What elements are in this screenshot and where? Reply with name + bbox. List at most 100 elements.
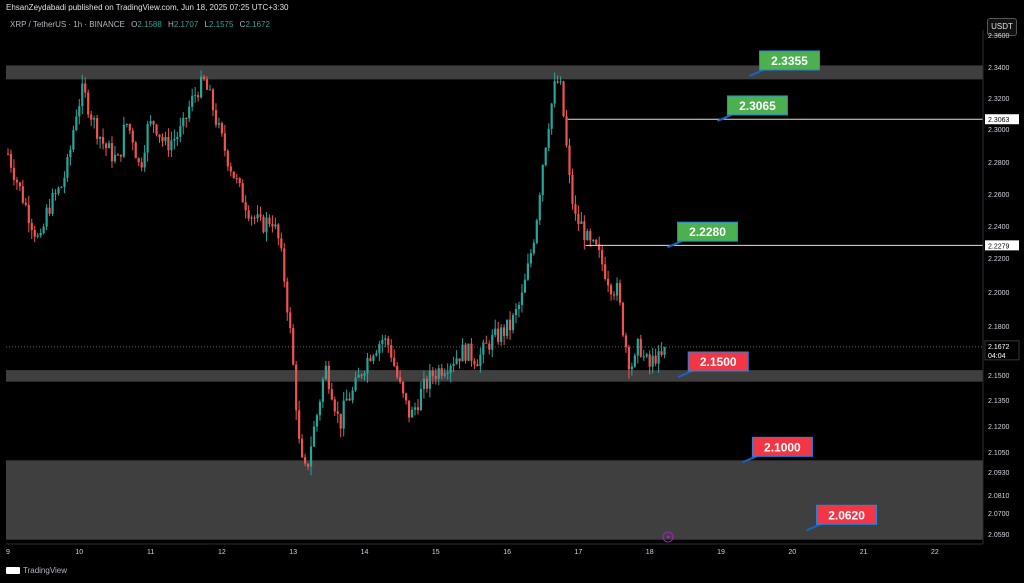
candle-body — [283, 248, 286, 282]
candle-body — [416, 407, 420, 411]
candle-body — [473, 360, 476, 365]
candle-body — [42, 226, 45, 233]
candle-body — [598, 244, 601, 251]
candle-body — [101, 137, 105, 144]
time-tick-label: 20 — [788, 549, 796, 556]
price-tick-label: 2.1350 — [988, 398, 1010, 405]
time-tick-label: 18 — [646, 549, 654, 556]
candle-body — [651, 355, 654, 367]
candle-body — [18, 182, 21, 187]
candle-body — [295, 364, 298, 411]
candle-body — [413, 407, 417, 410]
currency-button[interactable]: USDT — [987, 18, 1017, 36]
price-label-text: 2.0620 — [828, 508, 865, 522]
symbol-legend: XRP / TetherUS · 1h · BINANCE O2.1588 H2… — [10, 20, 270, 29]
candle-body — [526, 263, 529, 280]
candle-body — [615, 283, 619, 296]
price-tick-label: 2.1800 — [988, 324, 1010, 331]
candle-body — [333, 399, 336, 412]
price-label-layer: 2.3355 2.3065 2.2280 2.1500 2.1000 2.0620 — [667, 50, 878, 532]
price-label-box[interactable] — [751, 436, 813, 457]
candle-body — [232, 171, 235, 179]
price-label-box[interactable] — [759, 50, 821, 71]
candle-body — [182, 117, 185, 127]
low-label: L — [204, 20, 209, 29]
candle-body — [428, 370, 431, 389]
candle-body — [627, 347, 631, 370]
lightning-event-icon[interactable] — [662, 531, 674, 543]
close-label: C — [239, 20, 246, 29]
candle-body — [491, 334, 494, 350]
candle-body — [639, 338, 642, 357]
label-pointer — [667, 240, 682, 249]
candle-body — [200, 76, 203, 98]
tradingview-logo-text: TradingView — [23, 566, 68, 575]
candle-body — [235, 178, 238, 180]
candle-body — [506, 319, 509, 336]
price-label-text: 2.3355 — [771, 54, 808, 68]
time-tick-label: 13 — [289, 549, 297, 556]
candle-body — [87, 92, 90, 115]
candle-body — [556, 81, 559, 83]
price-label-box[interactable] — [677, 221, 739, 242]
current-price-tag — [984, 340, 1020, 361]
candle-body — [69, 149, 72, 158]
candle-body — [57, 187, 60, 194]
price-label-text: 2.2280 — [689, 225, 726, 239]
price-label-box[interactable] — [687, 351, 749, 372]
candle-body — [583, 221, 586, 241]
candle-body — [277, 224, 280, 239]
candle-body — [63, 177, 66, 187]
open-value: 2.1588 — [137, 20, 162, 29]
candle-body — [176, 136, 179, 139]
candle-body — [464, 344, 467, 361]
candle-body — [256, 214, 259, 219]
open-label: O — [131, 20, 138, 29]
candle-body — [116, 154, 120, 156]
candle-body — [125, 123, 128, 125]
candle-body — [422, 378, 426, 390]
label-pointer — [677, 370, 693, 378]
candle-body — [592, 239, 595, 241]
candle-body — [259, 214, 262, 217]
candle-body — [431, 370, 434, 377]
candle-body — [33, 229, 36, 237]
publisher-caption: EhsanZeydabadi published on TradingView.… — [6, 3, 289, 12]
candle-body — [553, 81, 556, 104]
candle-body — [511, 315, 515, 331]
candle-body — [244, 202, 247, 211]
candle-body — [60, 186, 63, 188]
candle-body — [342, 400, 345, 429]
candle-body — [262, 216, 265, 233]
candle-body — [351, 390, 354, 401]
candle-body — [339, 413, 342, 429]
label-pointer — [806, 523, 821, 532]
price-label-text: 2.1500 — [700, 355, 737, 369]
candle-body — [580, 221, 583, 224]
candle-body — [393, 357, 396, 366]
candle-body — [72, 129, 75, 150]
candle-body — [194, 95, 197, 97]
candle-body — [363, 373, 366, 376]
candle-body — [437, 368, 440, 379]
candle-body — [149, 121, 152, 124]
candle-body — [140, 162, 143, 168]
candle-body — [173, 138, 176, 141]
candle-body — [27, 204, 30, 223]
candle-body — [265, 217, 268, 233]
candle-body — [321, 379, 325, 402]
candle-body — [6, 153, 10, 155]
time-tick-label: 15 — [432, 549, 440, 556]
candle-body — [378, 343, 381, 354]
candle-body — [66, 157, 69, 178]
price-label-box[interactable] — [816, 504, 878, 525]
candle-body — [179, 126, 182, 137]
candle-body — [98, 137, 102, 139]
candle-body — [381, 339, 384, 344]
symbol-title[interactable]: XRP / TetherUS · 1h · BINANCE — [10, 20, 125, 29]
price-label-box[interactable] — [726, 95, 788, 116]
candle-body — [488, 343, 491, 350]
level-price-tag-text: 2.3063 — [988, 117, 1010, 124]
price-tick-label: 2.0700 — [988, 511, 1010, 518]
